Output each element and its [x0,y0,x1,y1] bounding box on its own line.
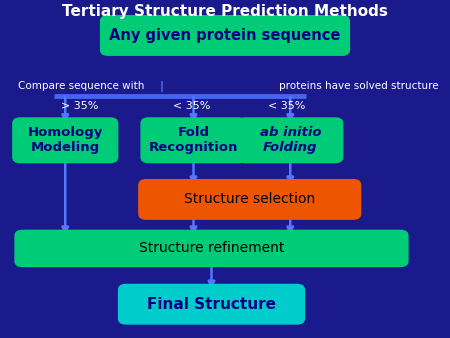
FancyBboxPatch shape [14,230,409,267]
Text: Structure selection: Structure selection [184,192,315,207]
Text: < 35%: < 35% [268,101,305,112]
Text: > 35%: > 35% [61,101,98,112]
Text: Structure refinement: Structure refinement [139,241,284,256]
Text: < 35%: < 35% [173,101,211,112]
Text: Any given protein sequence: Any given protein sequence [109,28,341,43]
FancyBboxPatch shape [100,15,350,56]
Text: |: | [160,81,164,92]
FancyBboxPatch shape [237,117,343,163]
Text: Compare sequence with: Compare sequence with [18,81,144,91]
Text: proteins have solved structure: proteins have solved structure [279,81,439,91]
Text: Fold
Recognition: Fold Recognition [149,126,238,154]
Text: Final Structure: Final Structure [147,297,276,312]
FancyBboxPatch shape [118,284,305,324]
Text: ab initio
Folding: ab initio Folding [260,126,321,154]
FancyBboxPatch shape [138,179,361,220]
FancyBboxPatch shape [140,117,247,163]
Text: Tertiary Structure Prediction Methods: Tertiary Structure Prediction Methods [62,4,388,19]
Text: Homology
Modeling: Homology Modeling [27,126,103,154]
FancyBboxPatch shape [12,117,118,163]
